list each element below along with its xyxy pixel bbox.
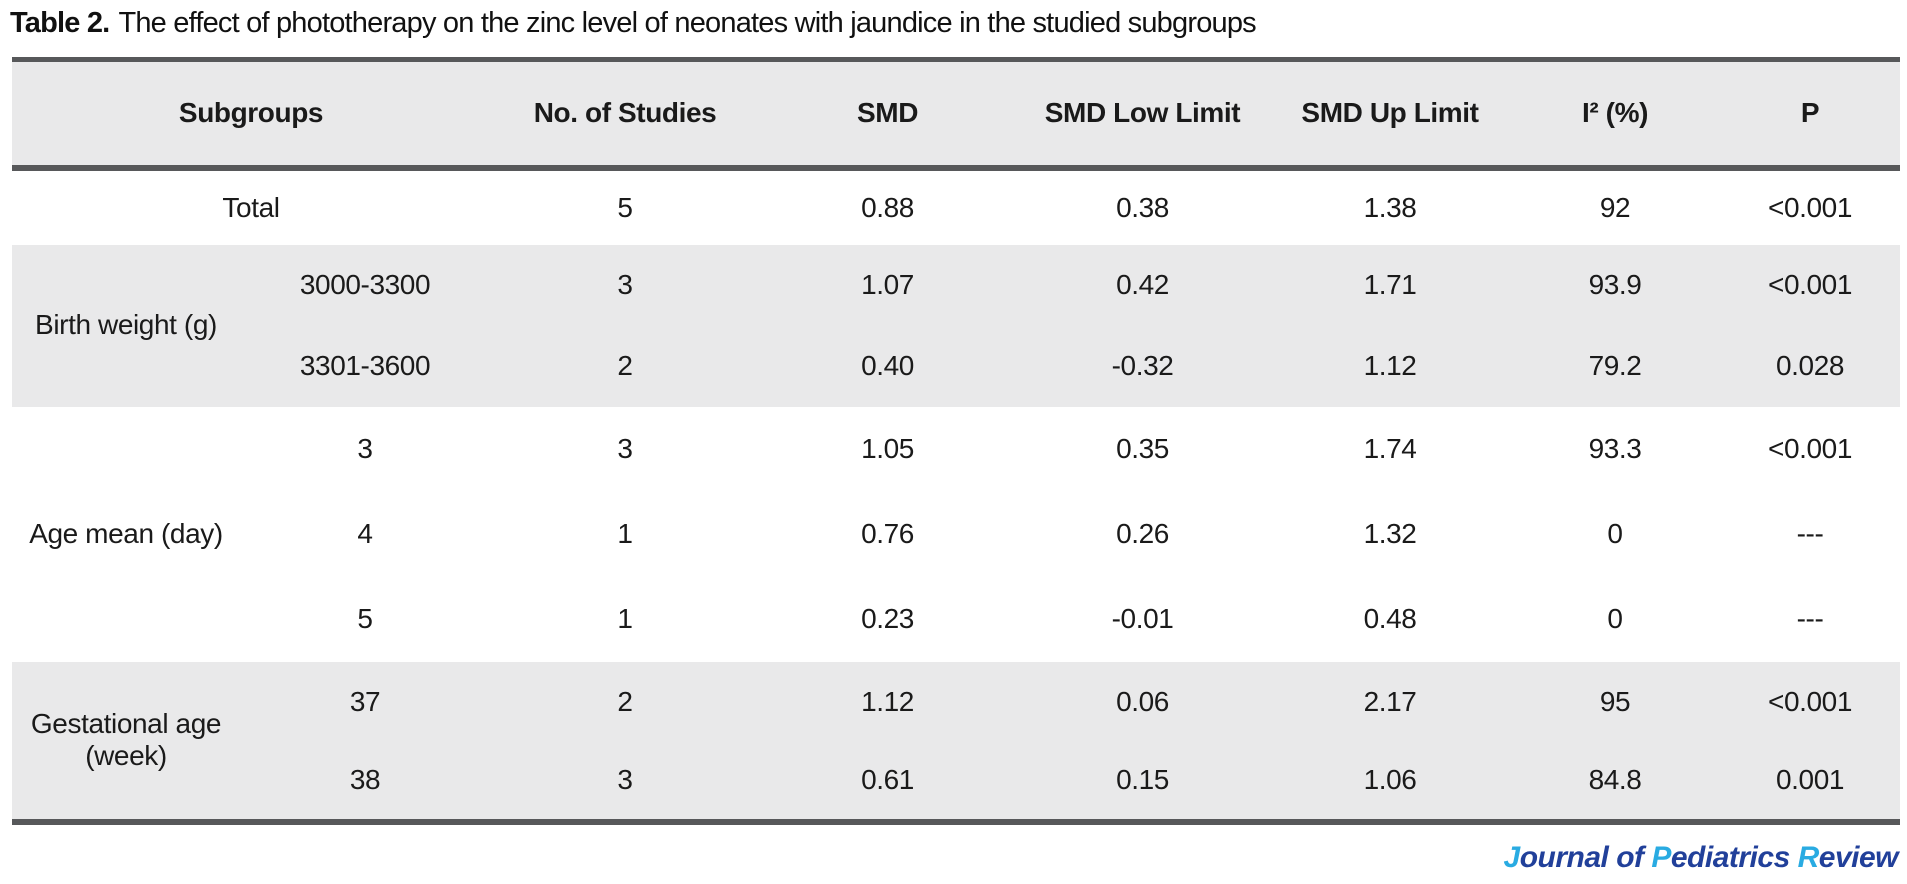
value-cell: 2 [617,685,633,717]
value-cell: 2 [617,350,633,381]
group-label-cell: Age mean (day) [29,517,223,549]
value-cell: 3 [617,269,633,300]
value-cell: <0.001 [1768,433,1853,464]
value-cell: -0.32 [1111,350,1174,381]
value-cell: 2.17 [1363,685,1417,717]
subgroup-cell: Total [222,191,280,223]
group-label-cell: Birth weight (g) [35,309,217,341]
subgroup-cell: 3000-3300 [299,269,431,300]
table-caption: Table 2. The effect of phototherapy on th… [10,7,1257,40]
results-table: Subgroups No. of Studies SMD SMD Low Limit S… [12,57,1901,825]
table-row: 5 1 0.23 -0.01 0.48 0 --- [12,577,1900,662]
column-header: I² (%) [1510,59,1721,171]
table-row: Gestational age (week) 37 2 1.12 0.06 2.17 95 <… [12,661,1901,771]
column-header: P [1720,59,1901,171]
value-cell: 1 [617,518,633,549]
table-row: Total 5 0.88 0.38 1.38 92 <0.001 [12,168,1900,245]
value-cell: 0.35 [1116,433,1169,464]
column-header: SMD Up Limit [1270,59,1511,171]
column-header: Subgroups [12,59,491,171]
table-row: Age mean (day) 3 3 1.05 0.35 1.74 93.3 <0.001 [12,407,1900,549]
value-cell: 1.05 [861,433,914,464]
subgroup-cell: 4 [357,518,373,549]
table-row: Birth weight (g) 3000-3300 3 1.07 0.42 1.71 93… [12,244,1901,340]
journal-logo-segment: ediatrics [1670,841,1798,874]
value-cell: <0.001 [1768,191,1853,223]
value-cell: --- [1796,518,1824,549]
value-cell: 0 [1607,603,1623,634]
value-cell: 1.12 [861,685,914,717]
value-cell: 0 [1607,518,1623,549]
subgroup-cell: 3301-3600 [299,350,431,381]
value-cell: 93.9 [1588,269,1642,300]
journal-logo-segment: P [1651,841,1671,874]
value-cell: 3 [617,433,633,464]
value-cell: 0.06 [1116,685,1169,717]
value-cell: 79.2 [1588,350,1642,381]
value-cell: 3 [617,764,633,795]
value-cell: 84.8 [1588,764,1642,795]
value-cell: 0.61 [861,764,914,795]
value-cell: 1.12 [1363,350,1417,381]
value-cell: 0.38 [1116,191,1169,223]
value-cell: 1 [617,603,633,634]
value-cell: 93.3 [1588,433,1642,464]
value-cell: <0.001 [1768,685,1853,717]
value-cell: 1.74 [1363,433,1417,464]
value-cell: 1.06 [1363,764,1417,795]
value-cell: 1.07 [861,269,914,300]
journal-logo-segment: J [1503,841,1521,874]
value-cell: --- [1796,603,1824,634]
value-cell: 92 [1599,191,1631,223]
value-cell: -0.01 [1111,603,1174,634]
journal-logo-segment: eview [1818,841,1899,874]
table-row: 4 1 0.76 0.26 1.32 0 --- [12,492,1900,577]
value-cell: 0.23 [861,603,914,634]
value-cell: 1.38 [1363,191,1417,223]
journal-logo: Journal of Pediatrics Review [1504,841,1899,875]
value-cell: 0.42 [1116,269,1169,300]
column-header: No. of Studies [490,59,761,171]
value-cell: 5 [617,191,633,223]
table-caption-text: The effect of phototherapy on the zinc l… [118,7,1256,39]
value-cell: 1.71 [1363,269,1417,300]
table-caption-label: Table 2. [10,7,110,39]
subgroup-cell: 38 [349,764,381,795]
journal-logo-segment: R [1797,841,1820,874]
subgroup-cell: 37 [349,685,381,717]
value-cell: 0.40 [861,350,914,381]
subgroup-cell: 3 [357,433,373,464]
column-header: SMD [760,59,1016,171]
table-row: 3301-3600 2 0.40 -0.32 1.12 79.2 0.028 [12,325,1901,407]
value-cell: 95 [1599,685,1631,717]
value-cell: 0.001 [1775,764,1845,795]
value-cell: 0.15 [1116,764,1169,795]
table-body: Total 5 0.88 0.38 1.38 92 <0.001 Birth weight (… [12,168,1901,822]
column-header: SMD Low Limit [1015,59,1271,171]
value-cell: 0.76 [861,518,914,549]
header-row: Subgroups No. of Studies SMD SMD Low Limit S… [12,59,1901,171]
value-cell: <0.001 [1768,269,1853,300]
value-cell: 1.32 [1363,518,1417,549]
value-cell: 0.48 [1363,603,1417,634]
group-label-cell: Gestational age (week) [30,707,222,771]
table-row: 38 3 0.61 0.15 1.06 84.8 0.001 [12,741,1901,822]
subgroup-cell: 5 [357,603,373,634]
value-cell: 0.028 [1775,350,1845,381]
value-cell: 0.88 [861,191,914,223]
value-cell: 0.26 [1116,518,1169,549]
journal-logo-segment: ournal of [1519,841,1652,874]
